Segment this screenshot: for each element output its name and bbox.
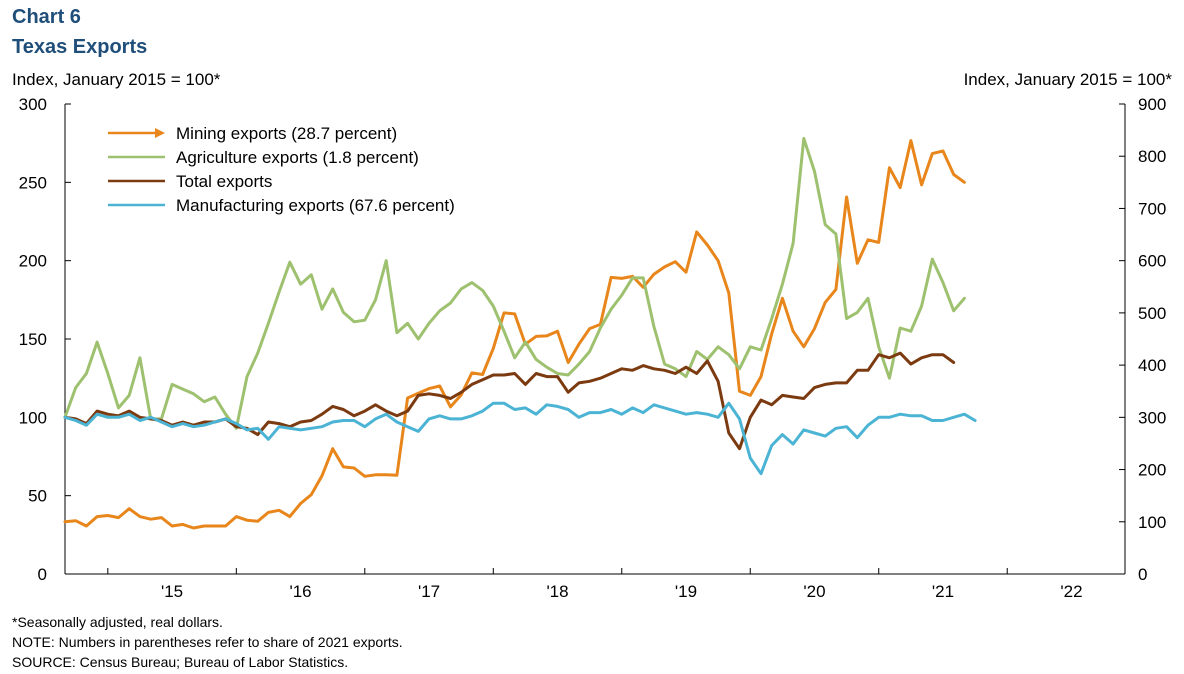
x-axis-tick-label: '16 <box>289 582 311 601</box>
right-axis-tick-label: 700 <box>1138 199 1166 218</box>
chart-axes: 0 50 100 150 200 250 300 0 100 200 300 400 500 600 700… <box>19 95 1167 601</box>
chart-number: Chart 6 <box>12 6 81 28</box>
x-axis-tick-label: '19 <box>675 582 697 601</box>
right-axis-tick-label: 0 <box>1138 565 1147 584</box>
chart-series <box>63 137 977 530</box>
legend-label: Mining exports (28.7 percent) <box>176 124 397 143</box>
chart-legend: Mining exports (28.7 percent) Agriculture… <box>108 124 455 215</box>
right-axis-tick-label: 900 <box>1138 95 1166 114</box>
footnote-seasonal: *Seasonally adjusted, real dollars. <box>12 614 223 630</box>
x-axis-tick-label: '22 <box>1060 582 1082 601</box>
right-axis-label: Index, January 2015 = 100* <box>963 70 1172 89</box>
right-axis-tick-label: 600 <box>1138 252 1166 271</box>
left-axis-tick-label: 150 <box>19 330 47 349</box>
left-axis-label: Index, January 2015 = 100* <box>12 70 221 89</box>
left-axis-tick-label: 0 <box>38 565 47 584</box>
legend-label: Manufacturing exports (67.6 percent) <box>176 196 455 215</box>
left-axis-tick-label: 300 <box>19 95 47 114</box>
legend-label: Total exports <box>176 172 272 191</box>
left-axis-tick-label: 200 <box>19 252 47 271</box>
series-line-1 <box>63 139 966 530</box>
footnote-note: NOTE: Numbers in parentheses refer to sh… <box>12 634 403 650</box>
x-axis-tick-label: '21 <box>932 582 954 601</box>
right-axis-tick-label: 500 <box>1138 304 1166 323</box>
right-axis-tick-label: 400 <box>1138 356 1166 375</box>
right-axis-tick-label: 800 <box>1138 147 1166 166</box>
legend-label: Agriculture exports (1.8 percent) <box>176 148 419 167</box>
x-axis-tick-label: '15 <box>161 582 183 601</box>
right-axis-tick-label: 100 <box>1138 513 1166 532</box>
series-line-2 <box>63 137 966 430</box>
footnote-source: SOURCE: Census Bureau; Bureau of Labor S… <box>12 654 349 670</box>
right-axis-tick-label: 200 <box>1138 461 1166 480</box>
x-axis-tick-label: '20 <box>803 582 825 601</box>
legend-arrowhead <box>155 128 165 138</box>
left-axis-tick-label: 50 <box>28 487 47 506</box>
left-axis-tick-label: 100 <box>19 408 47 427</box>
series-line-4 <box>63 401 977 476</box>
chart-title: Texas Exports <box>12 36 148 58</box>
x-axis-tick-label: '18 <box>546 582 568 601</box>
x-axis-tick-label: '17 <box>418 582 440 601</box>
left-axis-tick-label: 250 <box>19 173 47 192</box>
right-axis-tick-label: 300 <box>1138 408 1166 427</box>
